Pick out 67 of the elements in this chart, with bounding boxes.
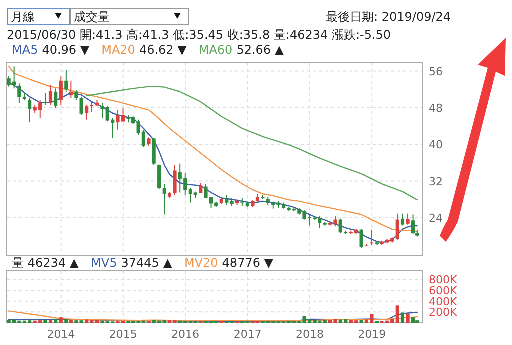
annotation: 37445 ▲ — [121, 256, 174, 270]
bar — [412, 318, 416, 323]
y-tick-label: 32 — [429, 175, 443, 188]
candlestick — [44, 92, 48, 106]
x-tick-label: 2015 — [109, 328, 138, 341]
y-tick-label: 600K — [429, 284, 458, 298]
bar — [44, 320, 48, 323]
x-tick-label: 2014 — [47, 328, 76, 341]
candlestick — [360, 228, 364, 249]
y-tick-label: 40 — [429, 138, 443, 152]
candlestick — [240, 198, 244, 207]
x-tick-label: 2017 — [234, 328, 262, 341]
annotation: 48776 ▼ — [222, 256, 274, 270]
candlestick — [406, 213, 410, 226]
candlestick — [90, 101, 94, 114]
candlestick — [162, 184, 166, 216]
candlestick — [48, 84, 53, 106]
bar — [95, 320, 100, 323]
text: MA5 — [12, 43, 38, 57]
text: MA20 — [102, 43, 136, 57]
bar — [69, 320, 73, 323]
bar — [406, 314, 410, 323]
y-tick-label: 56 — [429, 65, 443, 78]
bar — [162, 320, 166, 323]
y-tick-label: 200K — [429, 306, 458, 320]
line-series — [8, 66, 418, 232]
text: 52.66 ▲ — [236, 43, 285, 57]
chart-title: 最後日期: 2019/09/24 — [326, 10, 452, 24]
candlestick — [64, 70, 68, 92]
bar — [323, 320, 327, 323]
bar — [54, 319, 58, 323]
candlestick — [18, 83, 22, 104]
annotation: 量 46234 ▲ — [12, 256, 80, 270]
bar — [396, 306, 400, 323]
candlestick — [69, 80, 73, 99]
x-tick-label: 2016 — [172, 328, 200, 341]
candlestick — [74, 90, 78, 101]
line-series — [86, 86, 418, 201]
text: 46.62 ▼ — [139, 43, 188, 57]
candlestick — [396, 213, 400, 240]
candlestick — [158, 164, 162, 190]
candlestick — [412, 214, 416, 234]
text: 40.96 ▼ — [42, 43, 90, 57]
candlestick — [370, 229, 374, 246]
y-tick-label: 400K — [429, 295, 458, 308]
dropdown: 月線 — [7, 8, 70, 25]
candlestick — [173, 164, 177, 196]
candlestick — [54, 88, 58, 109]
y-tick-label: 48 — [429, 102, 443, 115]
y-tick-label: 800K — [429, 274, 458, 287]
candlestick — [59, 76, 63, 106]
candlestick — [28, 98, 32, 124]
x-tick-label: 2018 — [296, 328, 324, 341]
text: MA60 — [198, 43, 233, 57]
dropdown: 成交量 — [70, 8, 189, 25]
text: MV5 — [91, 256, 118, 270]
x-tick-label: 2019 — [358, 328, 386, 341]
candlestick — [80, 96, 84, 116]
bar — [59, 318, 63, 323]
text: MV20 — [184, 256, 218, 270]
candlestick — [85, 104, 89, 120]
candlestick — [400, 213, 405, 226]
bar — [360, 320, 364, 323]
chart-subtitle: 2015/06/30 開:41.3 高:41.3 低:35.45 收:35.8 量:46234 漲跌:-5.50 — [7, 28, 392, 42]
bar — [64, 319, 68, 323]
bar — [400, 312, 405, 323]
y-tick-label: 24 — [429, 212, 443, 225]
